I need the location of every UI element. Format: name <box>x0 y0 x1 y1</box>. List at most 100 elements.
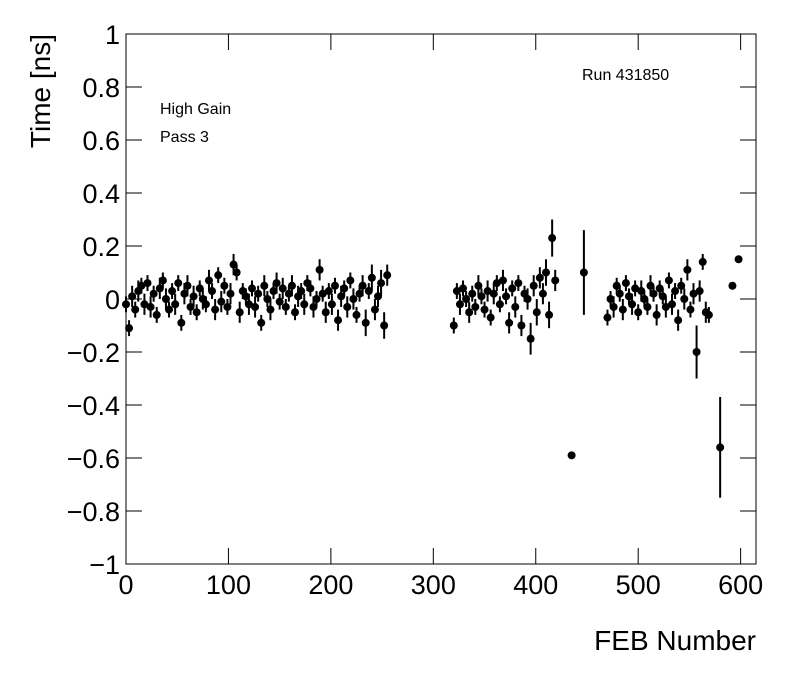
data-point <box>155 284 164 293</box>
x-tick-label: 600 <box>718 570 763 600</box>
data-point <box>330 281 339 290</box>
data-point <box>281 302 290 311</box>
y-tick-label: 0.6 <box>82 126 120 156</box>
data-point <box>465 308 474 317</box>
data-point <box>489 289 498 298</box>
data-point <box>143 279 152 288</box>
data-point <box>131 305 140 314</box>
data-point <box>498 276 507 285</box>
data-point <box>523 295 532 303</box>
data-point <box>125 324 134 333</box>
data-point <box>615 289 624 298</box>
data-point <box>538 289 547 298</box>
data-point <box>609 302 618 311</box>
data-point <box>677 281 686 290</box>
annotation: Pass 3 <box>160 129 209 146</box>
y-tick-label: 0.8 <box>82 73 120 103</box>
data-point <box>618 305 627 314</box>
data-point <box>468 289 477 298</box>
data-point <box>168 287 177 296</box>
data-point <box>532 308 541 317</box>
data-point <box>542 268 550 277</box>
data-point <box>502 292 511 301</box>
data-point <box>122 300 130 309</box>
data-point <box>380 321 389 330</box>
data-point <box>318 289 327 298</box>
data-point <box>300 300 309 309</box>
data-point <box>278 284 287 293</box>
data-point <box>652 310 661 319</box>
data-point <box>649 289 658 298</box>
y-tick-label: −0.8 <box>67 497 120 527</box>
data-point <box>186 302 195 311</box>
data-point <box>631 284 640 293</box>
data-point <box>492 279 501 288</box>
data-point <box>459 284 468 293</box>
data-point <box>462 295 471 303</box>
data-point <box>183 281 192 290</box>
data-point <box>235 308 244 317</box>
data-point <box>643 302 652 311</box>
data-point <box>291 308 300 317</box>
data-point <box>474 281 483 290</box>
y-tick-label: −0.2 <box>67 338 120 368</box>
data-point <box>704 310 713 319</box>
data-point <box>655 284 664 293</box>
data-point <box>201 300 210 309</box>
y-tick-label: 0.2 <box>82 232 120 262</box>
y-tick-label: −0.6 <box>67 444 120 474</box>
data-point <box>514 279 523 288</box>
data-point <box>355 289 364 298</box>
x-axis-label: FEB Number <box>594 625 756 656</box>
data-point <box>505 318 514 327</box>
data-point <box>269 287 278 296</box>
data-point <box>158 276 167 285</box>
data-point <box>646 281 655 290</box>
data-point <box>567 451 576 460</box>
data-point <box>728 281 737 290</box>
data-point <box>306 284 315 293</box>
data-point <box>266 305 275 314</box>
data-point <box>248 284 256 293</box>
data-point <box>165 305 174 314</box>
data-point <box>480 305 489 314</box>
data-point <box>471 302 480 311</box>
y-axis-label: Time [ns] <box>25 34 56 148</box>
data-point <box>529 281 538 290</box>
data-point <box>254 289 263 298</box>
data-point <box>137 281 146 290</box>
data-point <box>284 289 293 298</box>
data-point <box>603 313 612 322</box>
data-point <box>171 300 180 309</box>
data-point <box>352 310 361 319</box>
data-point <box>140 300 149 309</box>
y-tick-label: 0 <box>105 285 120 315</box>
data-point <box>327 300 336 309</box>
data-point <box>671 287 680 296</box>
annotation: High Gain <box>160 101 231 118</box>
data-point <box>364 287 373 296</box>
data-point <box>606 295 615 303</box>
data-point <box>449 321 458 330</box>
data-point <box>263 295 272 303</box>
data-point <box>229 260 238 269</box>
data-point <box>511 302 520 311</box>
data-point <box>275 297 284 306</box>
data-point <box>734 255 743 264</box>
data-point <box>251 302 260 311</box>
data-point <box>349 295 358 303</box>
data-point <box>272 279 281 288</box>
data-point <box>374 292 382 301</box>
data-point <box>180 289 189 298</box>
data-point <box>686 305 695 314</box>
data-point <box>548 234 557 243</box>
data-point <box>695 287 704 296</box>
data-point <box>483 287 492 296</box>
data-point <box>455 300 464 309</box>
data-point <box>226 289 235 298</box>
data-point <box>309 302 318 311</box>
data-point <box>683 265 692 274</box>
data-point <box>152 310 161 319</box>
data-point <box>358 281 367 290</box>
